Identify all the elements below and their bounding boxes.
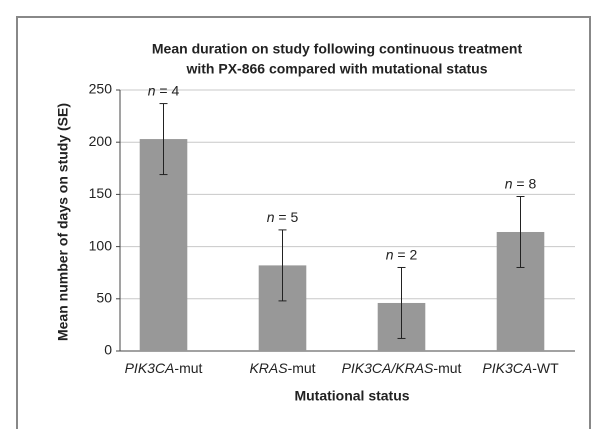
y-tick-label: 250 <box>89 81 113 97</box>
x-tick-label: PIK3CA/KRAS-mut <box>342 360 462 376</box>
error-bar <box>159 103 168 176</box>
y-tick-label: 200 <box>89 133 113 149</box>
annotation: n = 8 <box>505 175 537 191</box>
chart-title: with PX-866 compared with mutational sta… <box>185 61 487 77</box>
y-tick-label: 0 <box>104 342 112 358</box>
y-tick-label: 150 <box>89 185 113 201</box>
x-tick-label: KRAS-mut <box>249 360 315 376</box>
annotation: n = 4 <box>148 82 180 98</box>
error-bar <box>278 229 287 302</box>
x-tick-label: PIK3CA-mut <box>125 360 203 376</box>
frame <box>16 16 591 429</box>
x-axis-label: Mutational status <box>294 388 409 404</box>
error-bar <box>516 195 525 268</box>
annotation: n = 2 <box>386 246 418 262</box>
error-bar <box>397 266 406 339</box>
y-tick-label: 100 <box>89 237 113 253</box>
y-tick-label: 50 <box>96 290 112 306</box>
x-tick-label: PIK3CA-WT <box>482 360 559 376</box>
y-axis-label: Mean number of days on study (SE) <box>55 103 71 341</box>
annotation: n = 5 <box>267 209 299 225</box>
chart-title: Mean duration on study following continu… <box>152 41 523 57</box>
